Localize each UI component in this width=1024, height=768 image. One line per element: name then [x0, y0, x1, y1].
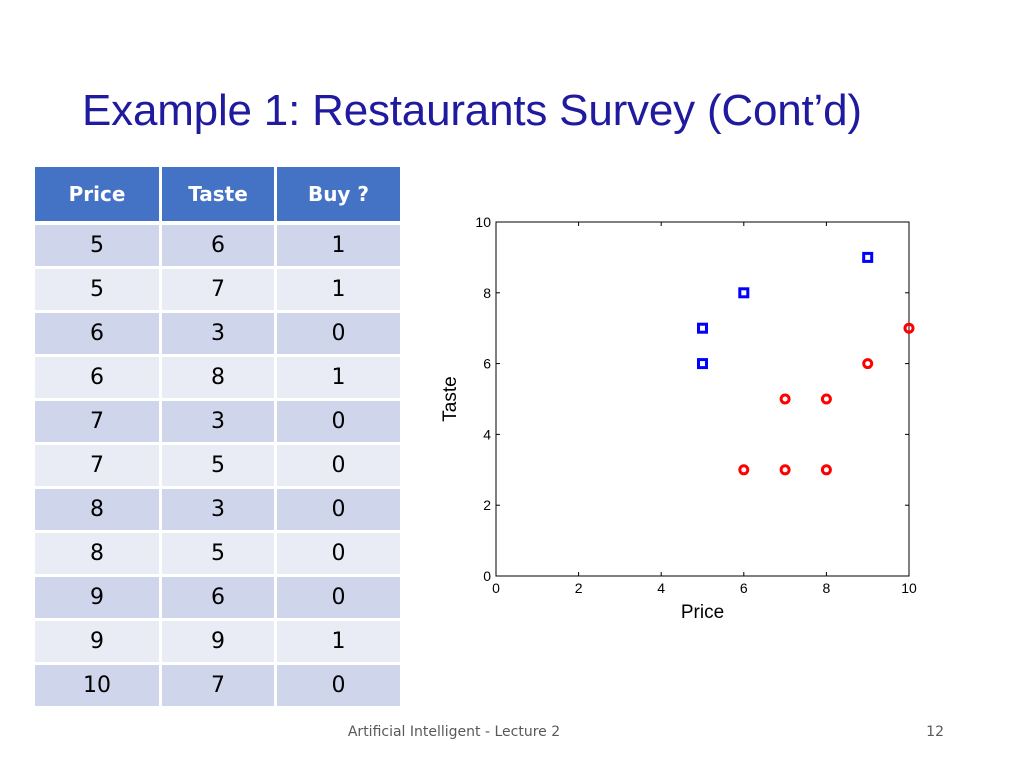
y-tick-label: 6 — [483, 356, 491, 372]
slide-footer: Artificial Intelligent - Lecture 2 — [347, 724, 561, 740]
taste-cell: 7 — [160, 663, 277, 709]
circle-point — [820, 393, 832, 405]
y-tick-label: 10 — [475, 214, 491, 230]
buy-cell: 1 — [275, 223, 400, 269]
column-header-price: Price — [35, 167, 162, 225]
price-cell: 7 — [35, 399, 162, 445]
square-point — [738, 287, 750, 299]
circle-point — [738, 464, 750, 476]
x-tick-label: 10 — [901, 580, 917, 596]
buy-cell: 1 — [275, 267, 400, 313]
taste-cell: 8 — [160, 355, 277, 401]
slide-title: Example 1: Restaurants Survey (Cont’d) — [82, 86, 862, 135]
x-axis-label: Price — [681, 602, 724, 623]
circle-point — [820, 464, 832, 476]
buy-cell: 0 — [275, 399, 400, 445]
table-header-row: Price Taste Buy ? — [35, 167, 400, 225]
survey-table: Price Taste Buy ? 5 6 1 5 7 1 6 3 0 6 8 … — [35, 167, 400, 709]
buy-cell: 0 — [275, 311, 400, 357]
taste-cell: 5 — [160, 531, 277, 577]
buy-cell: 0 — [275, 531, 400, 577]
circle-point — [779, 464, 791, 476]
y-tick-label: 2 — [483, 497, 491, 513]
square-point — [697, 358, 708, 370]
price-cell: 5 — [35, 267, 162, 313]
price-cell: 5 — [35, 223, 162, 269]
table-row: 7 3 0 — [35, 399, 400, 445]
y-tick-label: 0 — [483, 568, 491, 584]
column-header-buy: Buy ? — [275, 167, 400, 225]
column-header-taste: Taste — [160, 167, 277, 225]
circle-point — [779, 393, 791, 405]
taste-cell: 6 — [160, 575, 277, 621]
scatter-chart: 0 2 4 6 8 10 0 2 4 6 8 10 Price Taste — [440, 214, 917, 623]
buy-cell: 1 — [275, 355, 400, 401]
price-cell: 9 — [35, 575, 162, 621]
taste-cell: 3 — [160, 487, 277, 533]
buy-cell: 1 — [275, 619, 400, 665]
taste-cell: 3 — [160, 399, 277, 445]
x-tick-label: 8 — [823, 580, 831, 596]
price-cell: 7 — [35, 443, 162, 489]
y-axis-label: Taste — [440, 376, 461, 421]
taste-cell: 9 — [160, 619, 277, 665]
table-row: 6 3 0 — [35, 311, 400, 357]
table-row: 6 8 1 — [35, 355, 400, 401]
price-cell: 9 — [35, 619, 162, 665]
taste-cell: 5 — [160, 443, 277, 489]
price-cell: 6 — [35, 355, 162, 401]
table-row: 10 7 0 — [35, 663, 400, 709]
y-tick-label: 4 — [483, 426, 491, 442]
taste-cell: 6 — [160, 223, 277, 269]
circle-point — [903, 322, 915, 334]
y-tick-label: 8 — [483, 285, 491, 301]
table-row: 8 5 0 — [35, 531, 400, 577]
buy-cell: 0 — [275, 443, 400, 489]
table-row: 5 7 1 — [35, 267, 400, 313]
price-cell: 6 — [35, 311, 162, 357]
page-number: 12 — [926, 724, 944, 740]
x-tick-label: 6 — [740, 580, 748, 596]
taste-cell: 7 — [160, 267, 277, 313]
buy-cell: 0 — [275, 487, 400, 533]
table-row: 8 3 0 — [35, 487, 400, 533]
buy-cell: 0 — [275, 663, 400, 709]
buy-cell: 0 — [275, 575, 400, 621]
plot-frame — [495, 221, 910, 577]
square-point — [697, 322, 708, 334]
taste-cell: 3 — [160, 311, 277, 357]
x-tick-label: 2 — [575, 580, 583, 596]
table-row: 9 9 1 — [35, 619, 400, 665]
price-cell: 8 — [35, 487, 162, 533]
table-row: 5 6 1 — [35, 223, 400, 269]
x-tick-label: 0 — [492, 580, 500, 596]
circle-point — [862, 358, 874, 370]
square-point — [862, 251, 874, 263]
table-row: 9 6 0 — [35, 575, 400, 621]
x-tick-label: 4 — [657, 580, 665, 596]
price-cell: 8 — [35, 531, 162, 577]
price-cell: 10 — [35, 663, 162, 709]
table-row: 7 5 0 — [35, 443, 400, 489]
